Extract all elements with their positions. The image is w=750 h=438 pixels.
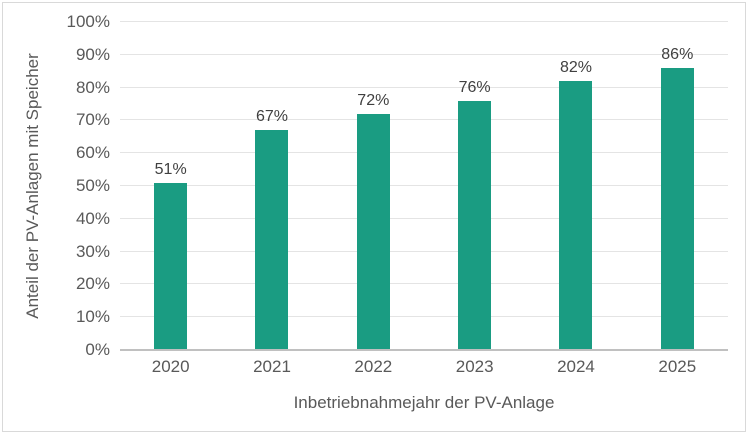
bar-data-label: 82% <box>559 59 592 77</box>
bar-2022: 72% <box>356 92 390 350</box>
x-tick-label: 2020 <box>151 357 190 376</box>
x-axis-title: Inbetriebnahmejahr der PV-Anlage <box>293 393 555 412</box>
y-tick-label: 100% <box>66 12 110 31</box>
x-tick-label: 2021 <box>253 357 291 376</box>
bar-slot: 82% <box>525 22 626 350</box>
bar-slot: 51% <box>120 22 221 350</box>
y-tick-label: 70% <box>75 110 110 130</box>
bar-data-label: 72% <box>357 91 390 109</box>
y-axis-title: Anteil der PV-Anlagen mit Speicher <box>23 53 42 319</box>
y-tick-label: 80% <box>75 77 110 97</box>
y-tick-label: 10% <box>75 307 110 327</box>
bar-slot: 67% <box>221 22 322 350</box>
y-tick-label: 60% <box>75 143 110 163</box>
gridline <box>120 119 728 121</box>
bar-data-label: 76% <box>458 78 491 96</box>
bar-series: 51% 67% 72% 76% 82% 86% <box>120 22 728 350</box>
bar-2023: 76% <box>458 79 492 350</box>
bar-2024: 82% <box>559 59 593 350</box>
gridline <box>120 86 728 88</box>
bar-slot: 72% <box>323 22 424 350</box>
x-tick-label: 2025 <box>658 357 697 376</box>
x-tick-label: 2023 <box>455 357 494 376</box>
x-tick-label: 2022 <box>354 357 393 376</box>
bar-2025: 86% <box>660 46 694 350</box>
gridline <box>120 217 728 219</box>
y-tick-label: 40% <box>75 208 110 228</box>
gridline <box>120 283 728 285</box>
bar-chart: Anteil der PV-Anlagen mit Speicher 0% 10%… <box>2 2 746 432</box>
y-tick-label: 20% <box>75 274 110 294</box>
gridline <box>120 250 728 252</box>
gridline <box>120 152 728 154</box>
bar-slot: 76% <box>424 22 525 350</box>
x-tick-label: 2024 <box>557 357 595 376</box>
bar-2020: 51% <box>154 161 188 350</box>
y-tick-label: 50% <box>75 176 110 195</box>
gridline <box>120 53 728 55</box>
gridline <box>120 316 728 318</box>
x-axis-line <box>120 349 728 351</box>
bar-data-label: 67% <box>255 108 288 126</box>
bar-2021: 67% <box>255 108 289 350</box>
y-tick-label: 0% <box>85 340 110 359</box>
bar-data-label: 86% <box>661 45 694 63</box>
x-axis-tick-labels: 2020 2021 2022 2023 2024 2025 <box>120 355 728 379</box>
gridline <box>120 185 728 186</box>
bar-data-label: 51% <box>154 160 187 178</box>
plot-area: 0% 10% 20% 30% 40% 50% 60% 70% 80% 90% 100% 51% 67%… <box>67 12 728 359</box>
gridline <box>120 21 728 22</box>
y-tick-label: 30% <box>75 241 110 261</box>
y-tick-label: 90% <box>75 44 110 64</box>
bar-slot: 86% <box>627 22 728 350</box>
